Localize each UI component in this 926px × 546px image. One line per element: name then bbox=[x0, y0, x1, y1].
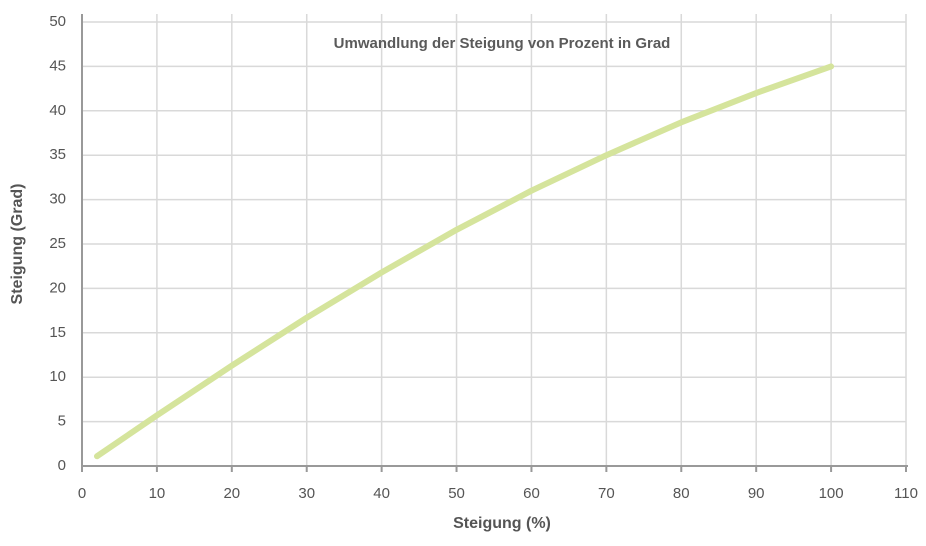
y-axis-title: Steigung (Grad) bbox=[9, 184, 26, 305]
x-tick-label: 50 bbox=[448, 485, 465, 502]
y-tick-label: 10 bbox=[49, 368, 66, 385]
y-tick-label: 40 bbox=[49, 102, 66, 119]
y-tick-label: 5 bbox=[58, 413, 66, 430]
data-line bbox=[93, 63, 835, 460]
x-tick-label: 100 bbox=[819, 485, 844, 502]
x-tick-label: 0 bbox=[78, 485, 86, 502]
y-tick-label: 0 bbox=[58, 457, 66, 474]
chart-title: Umwandlung der Steigung von Prozent in G… bbox=[334, 35, 671, 52]
x-tick-label: 80 bbox=[673, 485, 690, 502]
y-tick-label: 20 bbox=[49, 279, 66, 296]
y-tick-label: 35 bbox=[49, 146, 66, 163]
y-tick-label: 50 bbox=[49, 13, 66, 30]
x-tick-label: 60 bbox=[523, 485, 540, 502]
y-tick-label: 15 bbox=[49, 324, 66, 341]
y-tick-label: 45 bbox=[49, 57, 66, 74]
x-tick-label: 10 bbox=[149, 485, 166, 502]
x-tick-label: 70 bbox=[598, 485, 615, 502]
x-tick-label: 40 bbox=[373, 485, 390, 502]
y-tick-label: 25 bbox=[49, 235, 66, 252]
x-tick-label: 20 bbox=[223, 485, 240, 502]
x-axis-title: Steigung (%) bbox=[453, 515, 551, 532]
x-tick-label: 110 bbox=[894, 485, 918, 502]
x-tick-label: 90 bbox=[748, 485, 765, 502]
y-tick-label: 30 bbox=[49, 191, 66, 208]
x-tick-label: 30 bbox=[298, 485, 315, 502]
